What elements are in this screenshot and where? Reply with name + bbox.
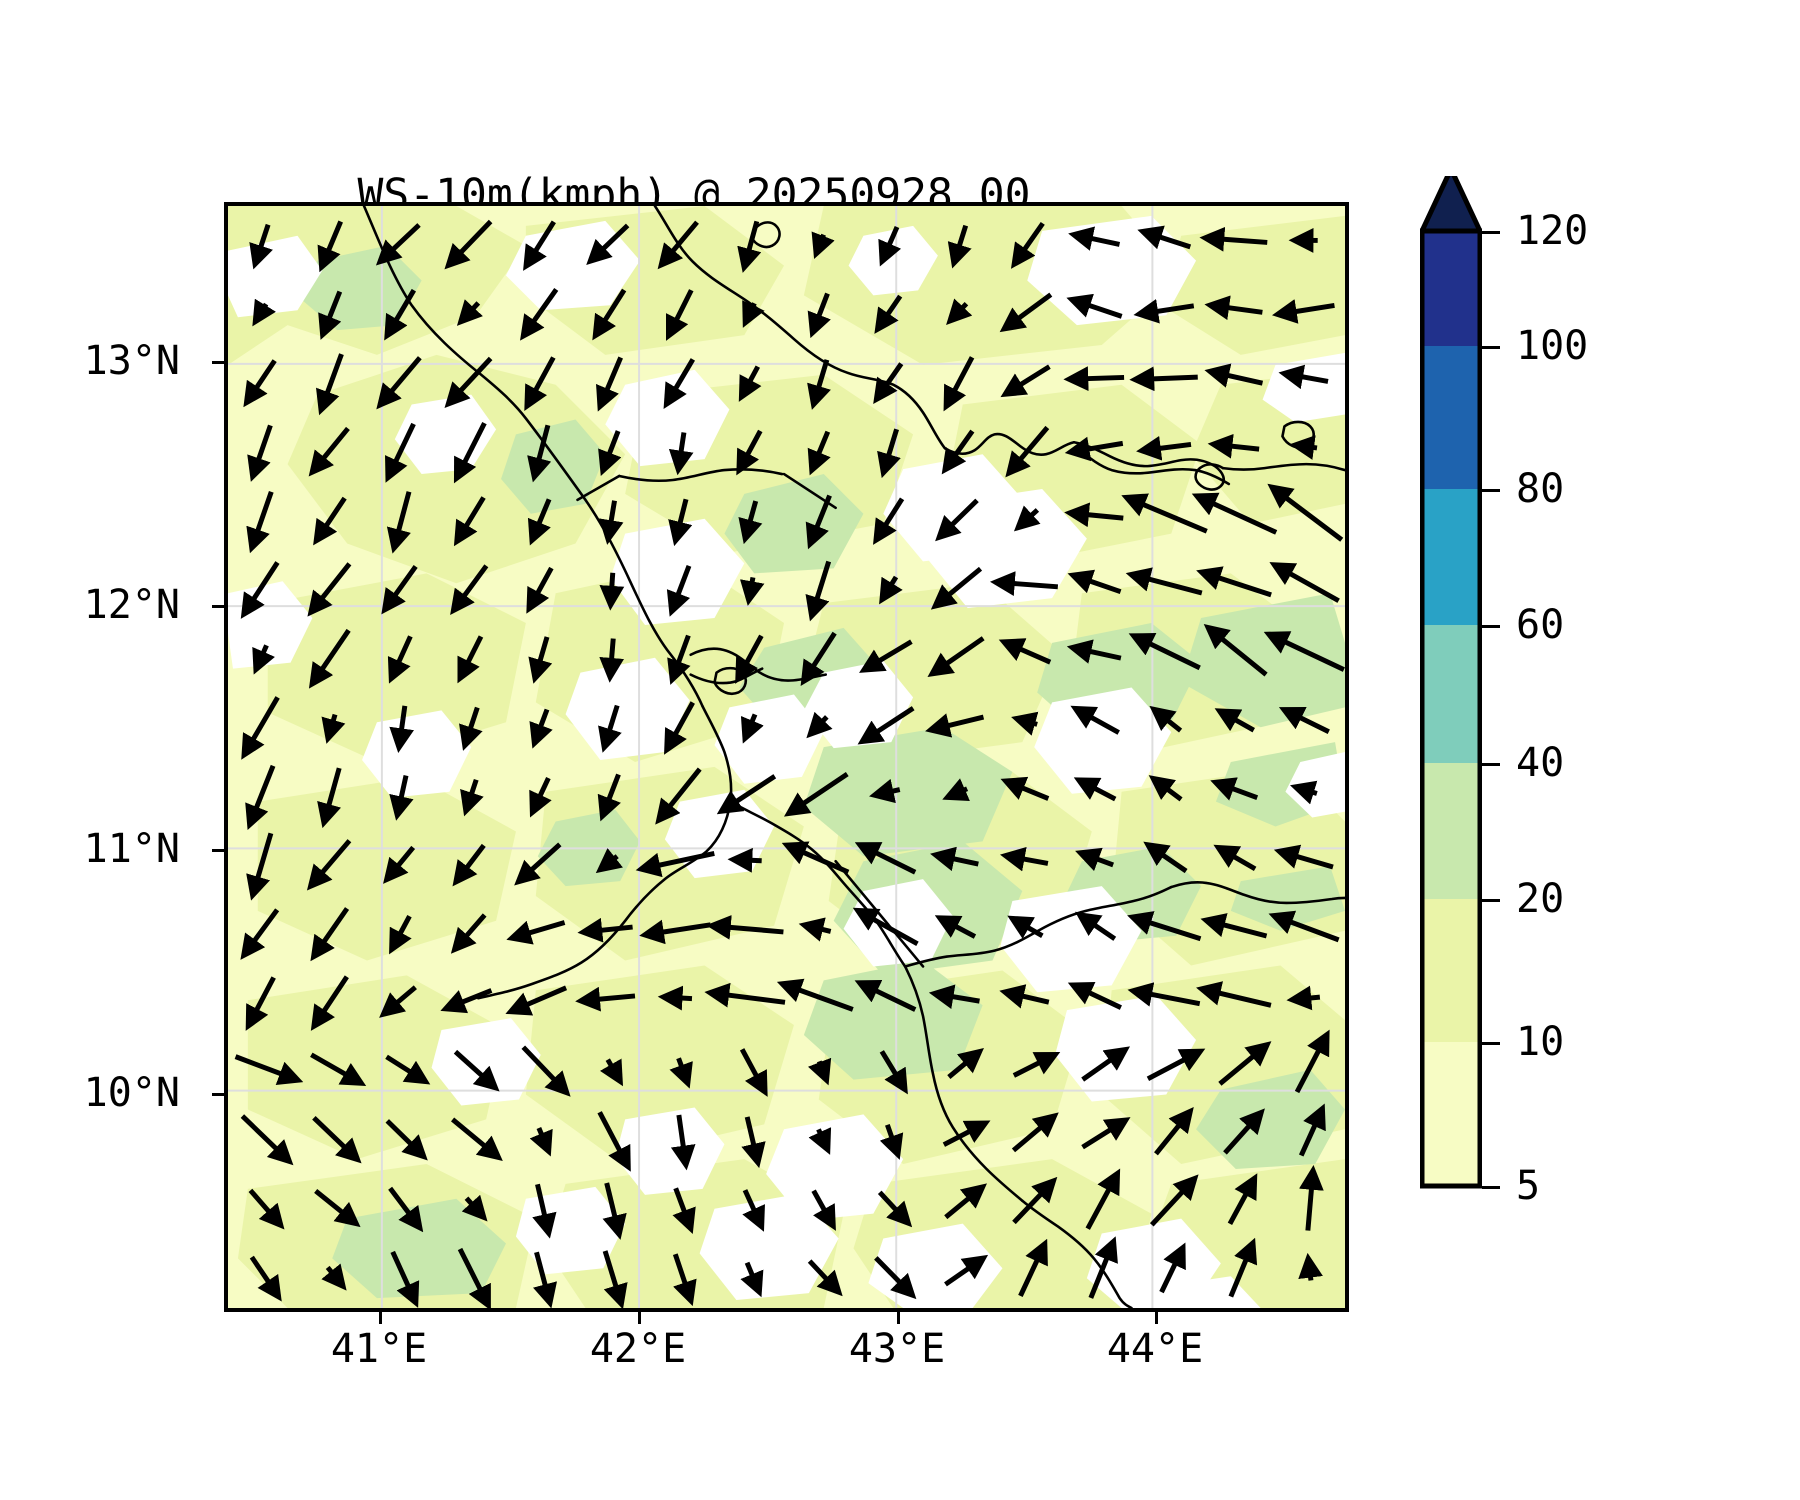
cbar-tick-mark-60	[1482, 625, 1500, 628]
ytick-mark-10	[212, 1093, 224, 1096]
xtick-label-42e: 42°E	[589, 1326, 687, 1372]
windspeed-contourf-layer	[228, 206, 1345, 1308]
colorbar[interactable]	[1420, 176, 1482, 1336]
xtick-label-44e: 44°E	[1106, 1326, 1204, 1372]
cbar-tick-mark-120	[1482, 231, 1500, 234]
ytick-label-10n: 10°N	[83, 1070, 180, 1116]
xtick-label-43e: 43°E	[848, 1326, 946, 1372]
cbar-tick-label-40: 40	[1516, 740, 1565, 786]
ytick-label-13n: 13°N	[83, 338, 180, 384]
cbar-tick-label-80: 80	[1516, 466, 1565, 512]
ytick-mark-12	[212, 605, 224, 608]
xtick-mark-41	[379, 1312, 382, 1324]
cbar-tick-label-100: 100	[1516, 323, 1589, 369]
cbar-tick-mark-10	[1482, 1042, 1500, 1045]
map-plot-area[interactable]	[224, 202, 1349, 1312]
ytick-label-11n: 11°N	[83, 826, 180, 872]
xtick-label-41e: 41°E	[330, 1326, 428, 1372]
cbar-tick-label-20: 20	[1516, 876, 1565, 922]
ytick-label-12n: 12°N	[83, 582, 180, 628]
xtick-mark-44	[1155, 1312, 1158, 1324]
cbar-tick-mark-20	[1482, 899, 1500, 902]
colorbar-gradient	[1420, 176, 1482, 1189]
cbar-tick-mark-80	[1482, 489, 1500, 492]
wind-vector-quiver-layer	[234, 219, 1345, 1308]
cbar-tick-label-120: 120	[1516, 208, 1589, 254]
cbar-tick-mark-100	[1482, 346, 1500, 349]
cbar-tick-label-5: 5	[1516, 1163, 1541, 1209]
cbar-tick-label-10: 10	[1516, 1019, 1565, 1065]
cbar-tick-mark-40	[1482, 763, 1500, 766]
cbar-tick-mark-5	[1482, 1186, 1500, 1189]
ytick-mark-13	[212, 361, 224, 364]
xtick-mark-43	[897, 1312, 900, 1324]
ytick-mark-11	[212, 849, 224, 852]
xtick-mark-42	[638, 1312, 641, 1324]
cbar-tick-label-60: 60	[1516, 602, 1565, 648]
